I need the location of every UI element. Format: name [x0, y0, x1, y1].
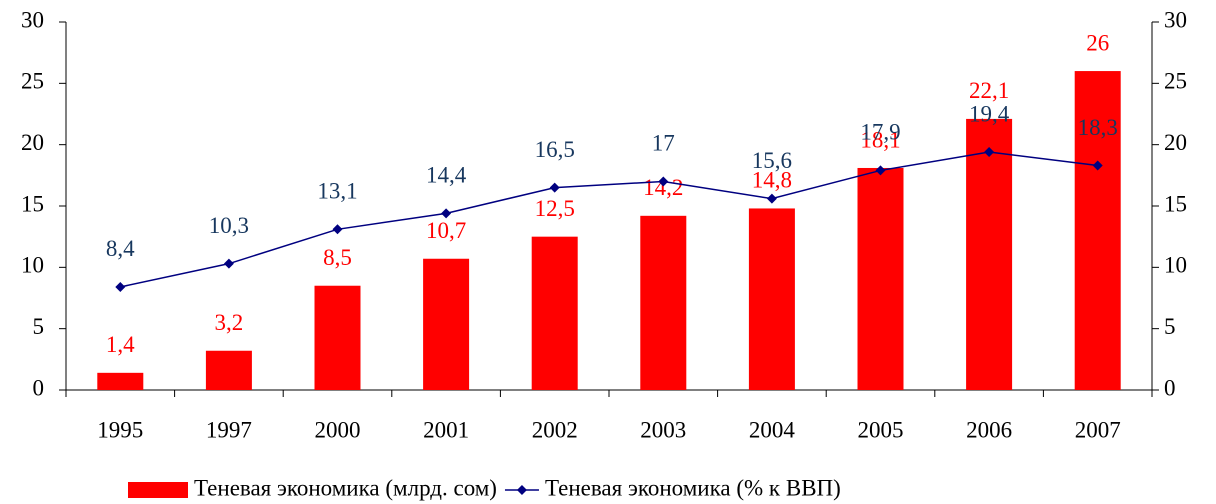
bar-value-label: 12,5 — [535, 196, 575, 221]
bar-value-label: 14,8 — [752, 168, 792, 193]
x-tick-label: 2005 — [858, 417, 904, 442]
bar — [314, 285, 361, 390]
marker — [332, 224, 343, 235]
line-value-label: 8,4 — [106, 236, 135, 261]
marker — [549, 182, 560, 193]
y-tick-label: 10 — [21, 253, 44, 278]
marker — [984, 147, 995, 158]
legend-label: Теневая экономика (млрд. сом) — [194, 475, 497, 500]
y2-tick-label: 30 — [1164, 7, 1187, 32]
x-tick-label: 1995 — [97, 417, 143, 442]
bar-value-label: 26 — [1086, 30, 1109, 55]
x-tick-label: 2000 — [315, 417, 361, 442]
y-tick-label: 30 — [21, 7, 44, 32]
line-value-label: 13,1 — [317, 179, 357, 204]
line-value-label: 17 — [652, 131, 675, 156]
x-tick-label: 2003 — [640, 417, 686, 442]
bar-value-label: 18,1 — [860, 127, 900, 152]
x-tick-label: 2007 — [1075, 417, 1121, 442]
y2-tick-label: 25 — [1164, 69, 1187, 94]
line — [120, 151, 1098, 288]
bar — [640, 215, 687, 390]
marker — [875, 165, 886, 176]
line-value-label: 14,4 — [426, 163, 467, 188]
line-value-label: 15,6 — [752, 148, 792, 173]
bar — [423, 258, 470, 390]
bar-value-label: 1,4 — [106, 332, 135, 357]
line-value-label: 19,4 — [969, 101, 1010, 126]
y2-tick-label: 5 — [1164, 314, 1176, 339]
bar — [857, 167, 904, 390]
legend-swatch — [128, 482, 188, 498]
bar — [1074, 71, 1121, 391]
bar-value-label: 10,7 — [426, 218, 466, 243]
bar — [531, 236, 578, 390]
y-tick-label: 15 — [21, 191, 44, 216]
marker — [115, 281, 126, 292]
y2-tick-label: 15 — [1164, 191, 1187, 216]
marker — [441, 208, 452, 219]
marker — [658, 176, 669, 187]
x-tick-label: 2002 — [532, 417, 578, 442]
marker — [223, 258, 234, 269]
bar — [748, 208, 795, 390]
y2-tick-label: 0 — [1164, 375, 1176, 400]
y-tick-label: 5 — [33, 314, 45, 339]
x-tick-label: 1997 — [206, 417, 252, 442]
marker — [1092, 160, 1103, 171]
x-tick-label: 2004 — [749, 417, 796, 442]
x-tick-label: 2006 — [966, 417, 1012, 442]
x-tick-label: 2001 — [423, 417, 469, 442]
y2-tick-label: 10 — [1164, 253, 1187, 278]
y-tick-label: 0 — [33, 375, 45, 400]
line-value-label: 17,9 — [860, 120, 900, 145]
y-tick-label: 20 — [21, 130, 44, 155]
bar-value-label: 3,2 — [215, 310, 244, 335]
y-tick-label: 25 — [21, 69, 44, 94]
legend-label: Теневая экономика (% к ВВП) — [545, 475, 841, 500]
line-value-label: 18,3 — [1078, 115, 1118, 140]
y2-tick-label: 20 — [1164, 130, 1187, 155]
line-value-label: 16,5 — [535, 137, 575, 162]
bar — [205, 350, 252, 390]
bar-value-label: 22,1 — [969, 78, 1009, 103]
bar — [966, 118, 1013, 390]
marker — [766, 193, 777, 204]
bar-value-label: 8,5 — [323, 245, 352, 270]
line-value-label: 10,3 — [209, 213, 249, 238]
bar — [97, 372, 144, 390]
legend-marker — [516, 485, 527, 495]
